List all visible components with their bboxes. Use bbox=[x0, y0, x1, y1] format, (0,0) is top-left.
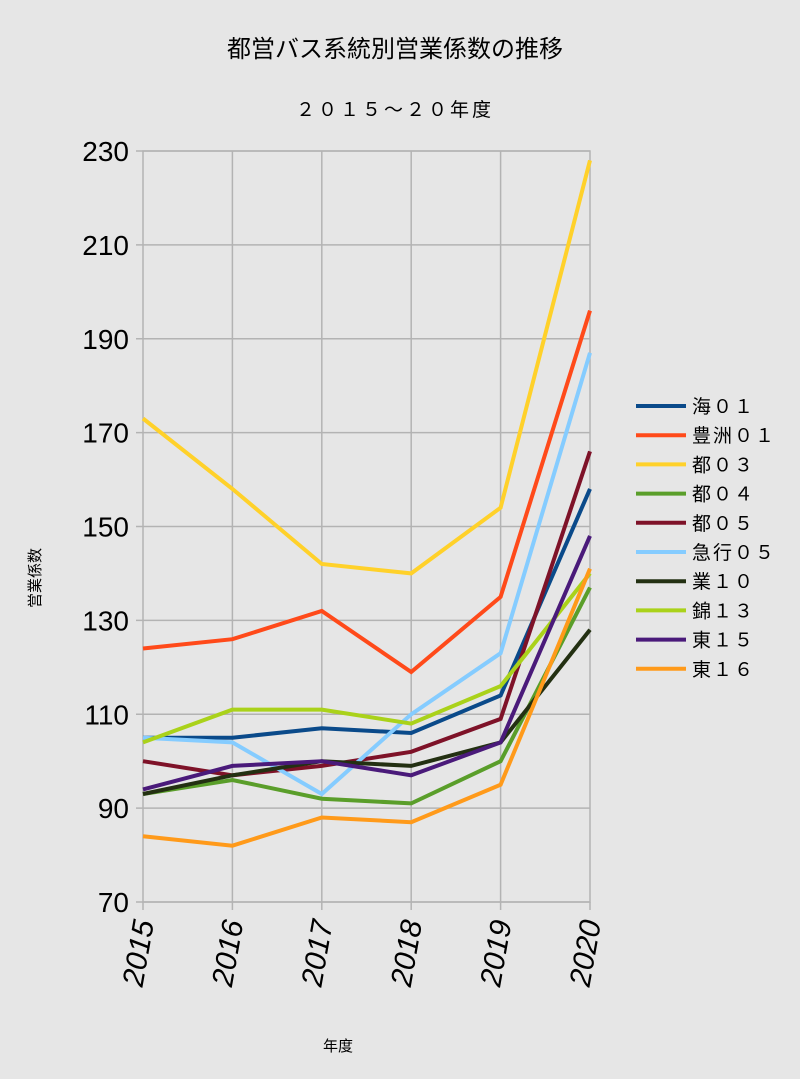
y-tick-label: 90 bbox=[98, 793, 129, 824]
series-lines bbox=[141, 159, 592, 848]
legend-label: 海０１ bbox=[692, 396, 755, 418]
y-tick-label: 190 bbox=[82, 324, 129, 355]
y-tick-labels: 70 90 110 130 150 170 190 210 230 bbox=[82, 136, 129, 918]
series-line-10 bbox=[142, 567, 592, 848]
series-line-2 bbox=[142, 310, 592, 675]
series-line-8 bbox=[142, 572, 592, 745]
plot-area-border bbox=[142, 150, 591, 903]
series-line-1 bbox=[143, 488, 592, 740]
series-line-3 bbox=[141, 159, 592, 576]
y-axis-title: 営業係数 bbox=[26, 548, 44, 608]
series-line-4 bbox=[142, 586, 592, 806]
y-tick-label: 70 bbox=[98, 887, 129, 918]
legend-label: 豊洲０１ bbox=[692, 425, 776, 447]
legend-label: 急行０５ bbox=[692, 542, 776, 564]
y-tick-label: 150 bbox=[82, 512, 129, 543]
legend: 海０１ 豊洲０１ 都０３ 都０４ 都０５ 急行０５ 業１０ 錦１３ 東１５ 東１６ bbox=[636, 396, 776, 681]
legend-label: 東１５ bbox=[692, 630, 755, 652]
x-axis-title: 年度 bbox=[323, 1037, 353, 1055]
legend-label: 都０３ bbox=[692, 454, 755, 476]
legend-label: 都０５ bbox=[692, 513, 755, 535]
legend-label: 錦１３ bbox=[692, 600, 755, 622]
legend-label: 業１０ bbox=[692, 571, 755, 593]
y-tick-label: 170 bbox=[82, 418, 129, 449]
legend-label: 東１６ bbox=[692, 659, 755, 681]
series-line-9 bbox=[142, 535, 592, 792]
chart-title: 都営バス系統別営業係数の推移 bbox=[227, 35, 563, 63]
series-line-7 bbox=[142, 628, 592, 796]
series-line-5 bbox=[142, 450, 592, 778]
y-tick-label: 210 bbox=[82, 230, 129, 261]
chart-subtitle: ２０１５〜２０年度 bbox=[296, 99, 494, 121]
y-tick-label: 110 bbox=[84, 699, 129, 730]
series-line-6 bbox=[142, 352, 592, 797]
y-tick-label: 130 bbox=[82, 605, 129, 636]
legend-label: 都０４ bbox=[692, 484, 755, 506]
y-tick-label: 230 bbox=[82, 136, 129, 167]
